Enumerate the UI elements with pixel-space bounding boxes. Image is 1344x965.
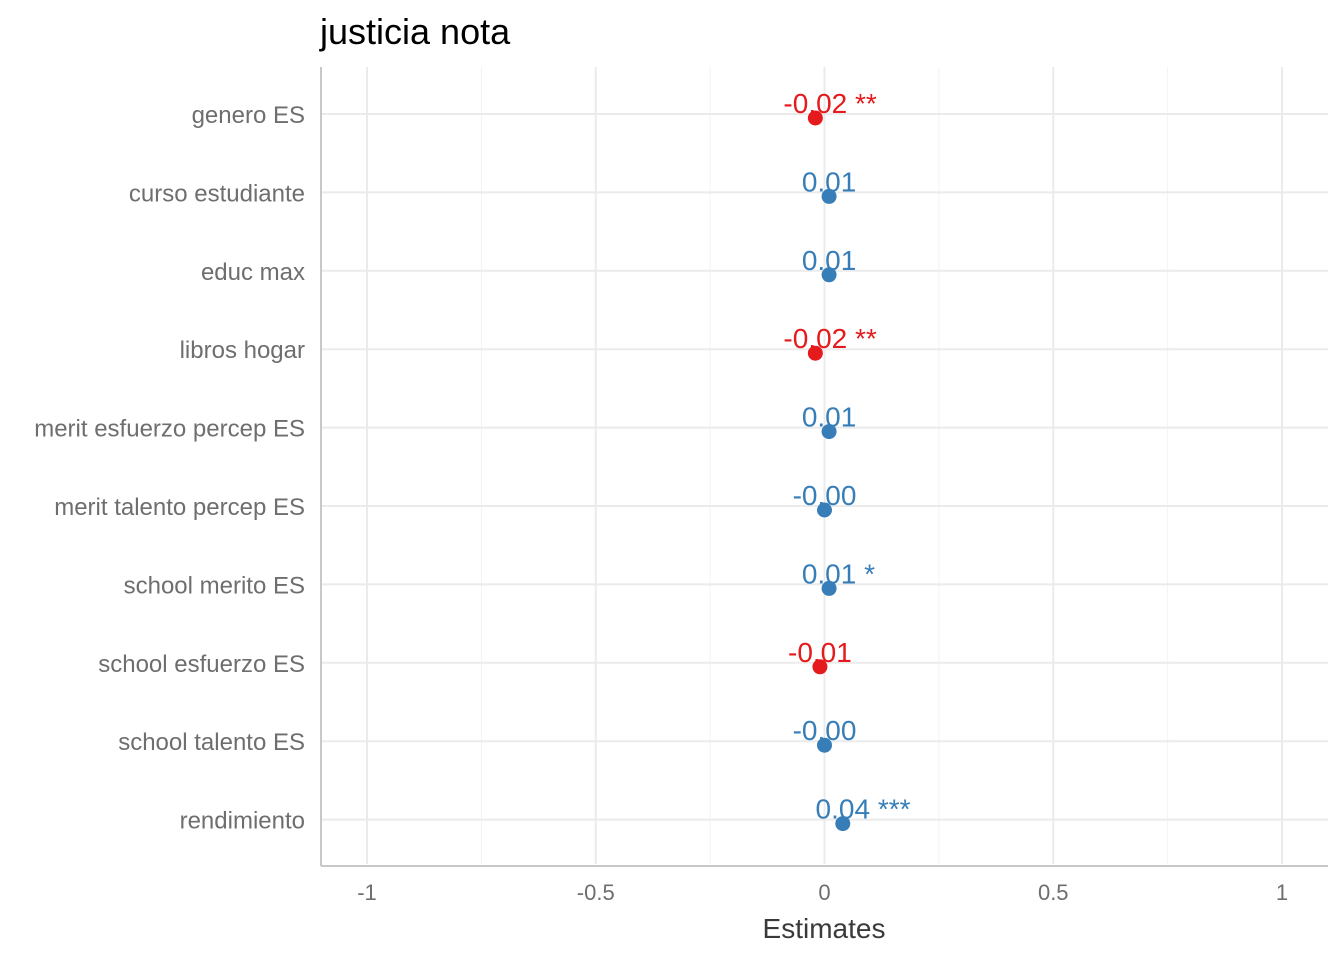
x-axis-label: Estimates (763, 913, 886, 944)
y-tick-labels: genero ES curso estudiante educ max libros … (34, 102, 305, 835)
x-tick-label: -1 (357, 880, 377, 905)
y-tick-label: school talento ES (118, 729, 305, 756)
estimate-label: 0.04 *** (816, 794, 911, 825)
estimate-point (817, 502, 832, 518)
estimate-label: 0.01 (802, 245, 857, 276)
estimate-label: 0.01 * (802, 558, 875, 589)
estimate-point (807, 110, 823, 126)
data-labels: -0.02 ** 0.01 0.01 -0.02 ** 0.01 -0.00 0.01 * -… (783, 88, 910, 825)
y-tick-label: merit talento percep ES (54, 494, 305, 521)
x-tick-labels: -1 -0.5 0 0.5 1 (357, 880, 1288, 905)
y-tick-label: curso estudiante (129, 180, 305, 207)
estimate-label: -0.00 (793, 715, 857, 746)
estimate-point (821, 188, 837, 204)
y-tick-label: educ max (201, 259, 305, 286)
axes (320, 67, 1328, 867)
estimate-label: -0.00 (793, 480, 857, 511)
y-tick-label: rendimiento (180, 808, 305, 835)
estimate-label: 0.01 (802, 402, 857, 433)
data-points (807, 110, 851, 832)
estimate-label: -0.02 ** (783, 323, 876, 354)
estimate-label: -0.01 (788, 637, 852, 668)
y-tick-label: merit esfuerzo percep ES (34, 416, 305, 443)
estimate-label: -0.02 ** (783, 88, 876, 119)
estimate-label: 0.01 (802, 166, 857, 197)
minor-gridlines (480, 67, 1169, 864)
y-tick-label: libros hogar (180, 337, 305, 364)
y-tick-label: school merito ES (124, 572, 305, 599)
y-tick-label: genero ES (192, 102, 305, 129)
estimate-point (821, 267, 837, 283)
x-tick-label: 0 (818, 880, 830, 905)
estimate-point (812, 659, 828, 675)
chart-title: justicia nota (319, 11, 511, 52)
x-tick-label: 0.5 (1038, 880, 1069, 905)
estimate-point (821, 580, 837, 596)
y-tick-label: school esfuerzo ES (98, 651, 305, 678)
estimate-point (835, 816, 851, 832)
estimate-point (807, 345, 823, 361)
estimate-point (817, 737, 832, 753)
x-tick-label: -0.5 (577, 880, 615, 905)
x-tick-label: 1 (1276, 880, 1288, 905)
estimate-point (821, 424, 837, 440)
